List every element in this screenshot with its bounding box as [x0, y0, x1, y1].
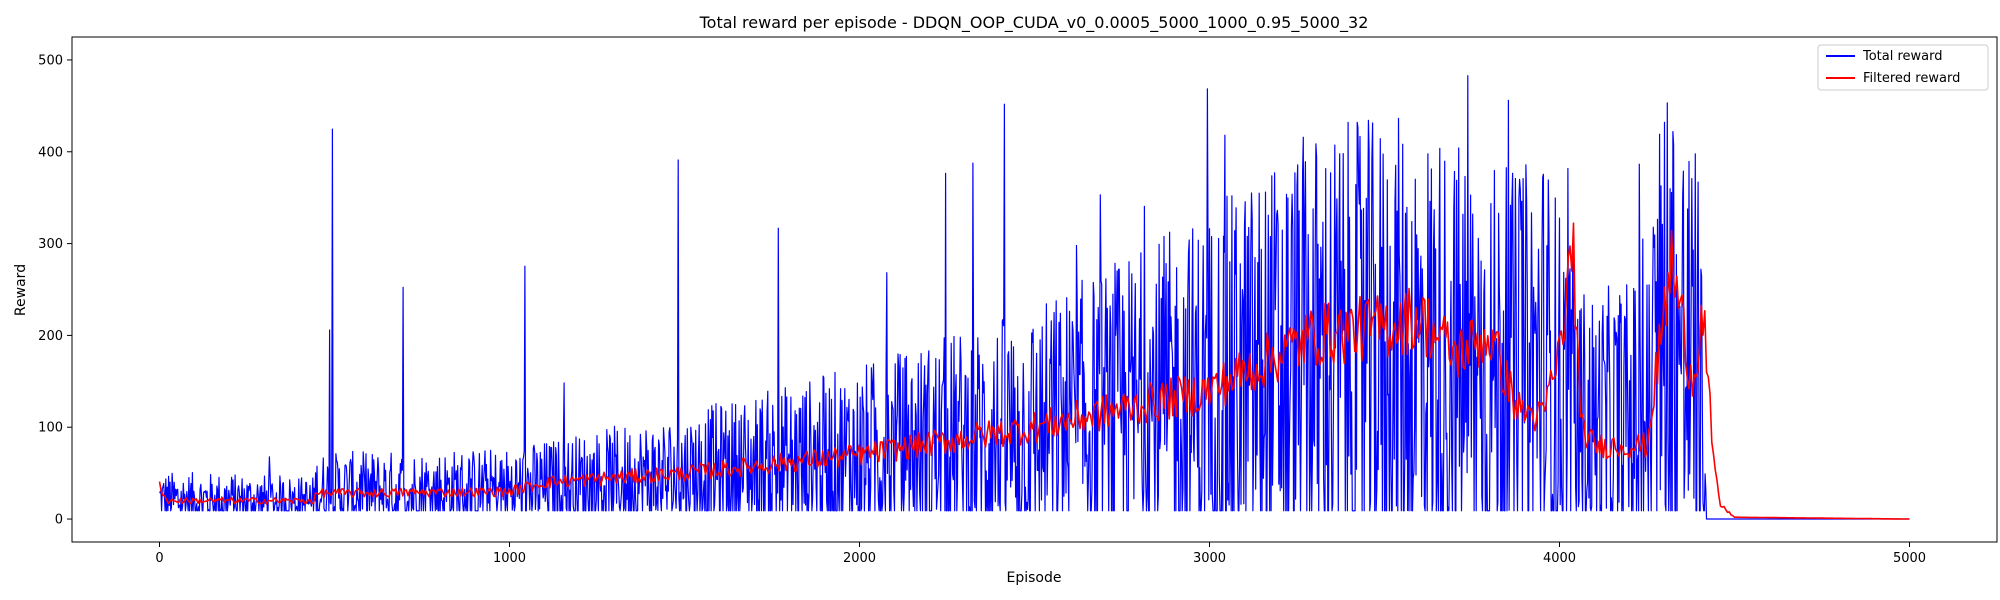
y-axis-ticks: 0 100 200 300 400 500 [38, 53, 72, 528]
x-axis-ticks: 0 1000 2000 3000 4000 5000 [155, 542, 1926, 566]
y-tick-label: 200 [38, 329, 63, 344]
y-tick-label: 100 [38, 421, 63, 436]
legend: Total reward Filtered reward [1817, 44, 1989, 91]
x-tick-label: 2000 [843, 551, 876, 566]
x-axis-label: Episode [1007, 570, 1062, 586]
series-line-filtered-reward [158, 222, 1910, 520]
x-tick-label: 5000 [1893, 551, 1926, 566]
y-axis-label: Reward [13, 264, 29, 316]
y-tick-label: 300 [38, 237, 63, 252]
x-tick-label: 0 [155, 551, 163, 566]
x-tick-label: 1000 [493, 551, 526, 566]
y-tick-label: 400 [38, 145, 63, 160]
x-tick-label: 4000 [1543, 551, 1576, 566]
plot-frame [71, 36, 1998, 543]
legend-total-reward-label: Total reward [1862, 49, 1943, 64]
legend-filtered-reward-label: Filtered reward [1863, 71, 1960, 86]
series-layer [158, 75, 1910, 520]
chart-title: Total reward per episode - DDQN_OOP_CUDA… [699, 13, 1369, 33]
y-tick-label: 500 [38, 53, 63, 68]
legend-box [1817, 44, 1989, 91]
y-tick-label: 0 [55, 513, 63, 528]
x-tick-label: 3000 [1193, 551, 1226, 566]
